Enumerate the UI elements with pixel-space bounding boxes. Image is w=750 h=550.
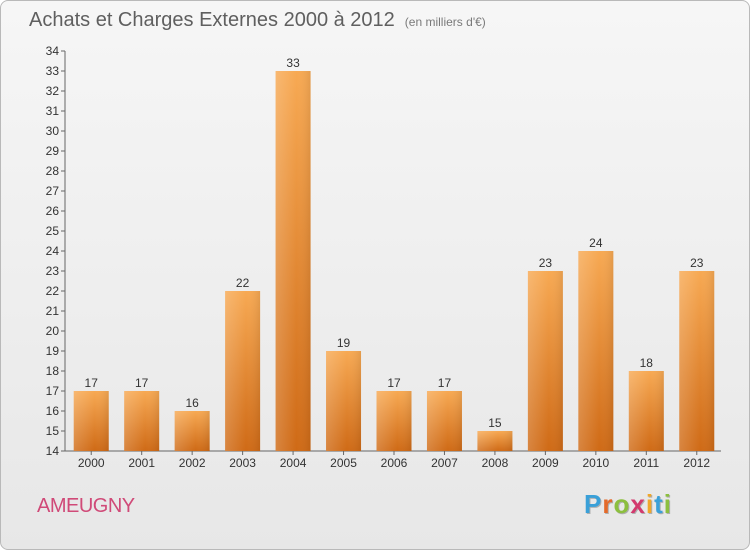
y-tick-label: 28 xyxy=(46,164,60,178)
x-tick-label: 2007 xyxy=(431,456,458,470)
x-tick-label: 2008 xyxy=(482,456,509,470)
data-label: 16 xyxy=(185,396,199,410)
y-tick-label: 32 xyxy=(46,84,60,98)
y-tick-label: 18 xyxy=(46,364,60,378)
data-label: 17 xyxy=(85,376,99,390)
x-tick-label: 2002 xyxy=(179,456,206,470)
y-tick-label: 22 xyxy=(46,284,60,298)
bar-shade xyxy=(326,351,362,451)
bar-shade xyxy=(527,271,563,451)
x-tick-label: 2003 xyxy=(229,456,256,470)
y-tick-label: 30 xyxy=(46,124,60,138)
y-tick-label: 23 xyxy=(46,264,60,278)
bar-shade xyxy=(426,391,462,451)
y-tick-label: 34 xyxy=(46,44,60,58)
data-label: 18 xyxy=(640,356,654,370)
data-label: 17 xyxy=(438,376,452,390)
x-tick-label: 2006 xyxy=(381,456,408,470)
bar-shade xyxy=(578,251,614,451)
logo-letter: i xyxy=(663,489,672,519)
y-tick-label: 20 xyxy=(46,324,60,338)
x-tick-label: 2009 xyxy=(532,456,559,470)
logo-letter: t xyxy=(654,489,664,519)
y-tick-label: 15 xyxy=(46,424,60,438)
bar-shade xyxy=(679,271,715,451)
x-tick-label: 2005 xyxy=(330,456,357,470)
logo-letter: P xyxy=(584,489,603,519)
proxiti-logo: Proxiti xyxy=(584,489,672,520)
x-tick-label: 2001 xyxy=(128,456,155,470)
logo-letter: r xyxy=(602,489,614,519)
y-tick-label: 33 xyxy=(46,64,60,78)
x-tick-label: 2004 xyxy=(280,456,307,470)
y-tick-label: 29 xyxy=(46,144,60,158)
data-label: 33 xyxy=(286,56,300,70)
data-label: 17 xyxy=(387,376,401,390)
y-tick-label: 24 xyxy=(46,244,60,258)
y-tick-label: 25 xyxy=(46,224,60,238)
chart-subtitle: (en milliers d'€) xyxy=(404,15,486,29)
data-label: 24 xyxy=(589,236,603,250)
x-tick-label: 2000 xyxy=(78,456,105,470)
bar-shade xyxy=(275,71,311,451)
x-tick-label: 2011 xyxy=(633,456,659,470)
y-tick-label: 14 xyxy=(46,444,60,458)
chart-title: Achats et Charges Externes 2000 à 2012 (e… xyxy=(29,9,486,32)
data-label: 23 xyxy=(690,256,704,270)
logo-letter: i xyxy=(645,489,655,519)
data-label: 17 xyxy=(135,376,149,390)
bar-shade xyxy=(477,431,513,451)
data-label: 19 xyxy=(337,336,351,350)
commune-name: AMEUGNY xyxy=(37,495,135,517)
y-tick-label: 21 xyxy=(46,304,60,318)
bar-shade xyxy=(174,411,210,451)
logo-letter: o xyxy=(613,489,631,519)
x-tick-label: 2010 xyxy=(582,456,609,470)
bar-shade xyxy=(376,391,412,451)
y-tick-label: 19 xyxy=(46,344,60,358)
y-tick-label: 31 xyxy=(46,104,60,118)
logo-letter: x xyxy=(630,489,646,519)
bar-shade xyxy=(73,391,109,451)
y-tick-label: 16 xyxy=(46,404,60,418)
y-tick-label: 17 xyxy=(46,384,60,398)
bar-shade xyxy=(124,391,160,451)
bar-shade xyxy=(225,291,261,451)
title-text: Achats et Charges Externes 2000 à 2012 xyxy=(29,9,395,31)
y-tick-label: 27 xyxy=(46,184,60,198)
data-label: 15 xyxy=(488,416,502,430)
y-tick-label: 26 xyxy=(46,204,60,218)
data-label: 22 xyxy=(236,276,250,290)
bar-shade xyxy=(628,371,664,451)
x-tick-label: 2012 xyxy=(683,456,710,470)
data-label: 23 xyxy=(539,256,553,270)
